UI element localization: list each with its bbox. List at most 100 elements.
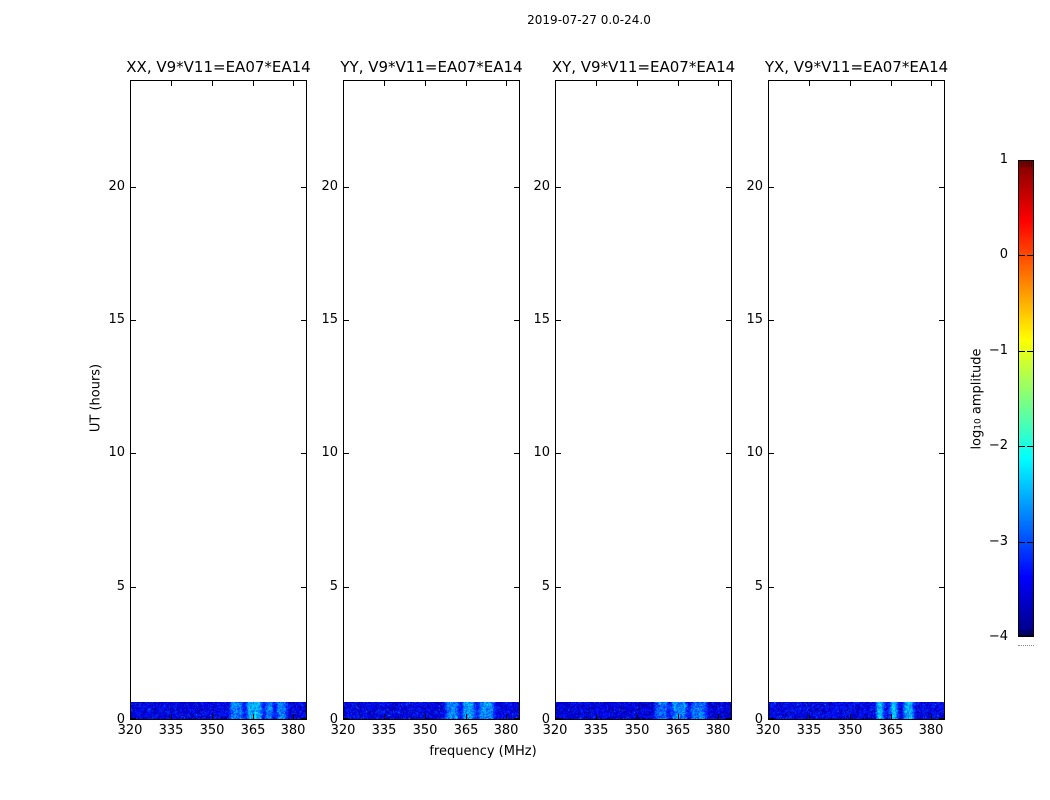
y-tick-left-yy bbox=[344, 187, 349, 188]
y-tick-label-xy: 5 bbox=[541, 579, 550, 594]
y-tick-right-xx bbox=[301, 718, 306, 719]
y-tick-label-yy: 20 bbox=[321, 179, 338, 194]
y-tick-label-xy: 15 bbox=[533, 312, 550, 327]
x-tick-label-yx: 365 bbox=[878, 723, 904, 738]
x-tick-bottom-xx bbox=[253, 714, 254, 719]
x-tick-bottom-xy bbox=[718, 714, 719, 719]
y-tick-left-xx bbox=[131, 320, 136, 321]
y-tick-left-xy bbox=[556, 587, 561, 588]
colorbar-tick-left bbox=[1019, 255, 1025, 256]
colorbar-tick-label: −2 bbox=[988, 438, 1008, 453]
x-tick-label-xx: 380 bbox=[280, 723, 306, 738]
x-tick-bottom-xx bbox=[293, 714, 294, 719]
y-tick-right-yy bbox=[514, 453, 519, 454]
x-tick-top-xx bbox=[130, 81, 131, 86]
y-tick-left-xy bbox=[556, 320, 561, 321]
y-tick-label-yx: 15 bbox=[746, 312, 763, 327]
x-tick-top-xx bbox=[171, 81, 172, 86]
x-tick-top-xx bbox=[293, 81, 294, 86]
colorbar-label: log10 amplitude bbox=[970, 348, 985, 449]
y-tick-right-xy bbox=[726, 320, 731, 321]
y-tick-right-yx bbox=[939, 320, 944, 321]
y-tick-right-xy bbox=[726, 453, 731, 454]
y-tick-right-yx bbox=[939, 587, 944, 588]
x-axis-label: frequency (MHz) bbox=[429, 744, 537, 759]
x-tick-top-xy bbox=[718, 81, 719, 86]
x-tick-label-yx: 320 bbox=[755, 723, 781, 738]
colorbar-label-prefix: log bbox=[969, 429, 985, 450]
colorbar-tick-right bbox=[1027, 635, 1033, 636]
y-tick-right-xx bbox=[301, 587, 306, 588]
y-tick-label-yy: 0 bbox=[329, 712, 338, 727]
y-tick-left-yx bbox=[769, 587, 774, 588]
x-tick-bottom-xx bbox=[130, 714, 131, 719]
x-tick-label-xx: 320 bbox=[117, 723, 143, 738]
panel-title-yy: YY, V9*V11=EA07*EA14 bbox=[340, 58, 523, 76]
x-tick-top-yx bbox=[931, 81, 932, 86]
x-tick-bottom-yx bbox=[768, 714, 769, 719]
y-tick-left-yy bbox=[344, 453, 349, 454]
x-tick-label-xy: 320 bbox=[542, 723, 568, 738]
x-tick-bottom-xx bbox=[212, 714, 213, 719]
x-tick-bottom-yy bbox=[506, 714, 507, 719]
x-tick-label-xx: 365 bbox=[240, 723, 266, 738]
panel-xx bbox=[130, 80, 307, 720]
y-tick-right-xx bbox=[301, 453, 306, 454]
x-tick-bottom-xy bbox=[637, 714, 638, 719]
y-tick-label-xy: 20 bbox=[533, 179, 550, 194]
x-tick-bottom-xx bbox=[171, 714, 172, 719]
data-band-yy bbox=[344, 702, 519, 719]
data-band-xx bbox=[131, 702, 306, 719]
y-tick-left-xx bbox=[131, 587, 136, 588]
x-tick-label-yy: 335 bbox=[371, 723, 397, 738]
x-tick-bottom-yx bbox=[891, 714, 892, 719]
colorbar-label-suffix: amplitude bbox=[969, 348, 985, 419]
y-tick-label-yx: 0 bbox=[754, 712, 763, 727]
y-tick-left-yy bbox=[344, 587, 349, 588]
y-tick-label-yx: 10 bbox=[746, 445, 763, 460]
y-tick-label-yy: 5 bbox=[329, 579, 338, 594]
x-tick-top-yy bbox=[466, 81, 467, 86]
y-tick-label-yy: 15 bbox=[321, 312, 338, 327]
x-tick-bottom-yy bbox=[425, 714, 426, 719]
colorbar-label-subscript: 10 bbox=[973, 418, 984, 430]
y-tick-left-yy bbox=[344, 320, 349, 321]
colorbar-tick-left bbox=[1019, 351, 1025, 352]
y-tick-right-yx bbox=[939, 718, 944, 719]
figure-title: 2019-07-27 0.0-24.0 bbox=[527, 13, 651, 27]
x-tick-label-xx: 350 bbox=[199, 723, 225, 738]
y-tick-right-yx bbox=[939, 187, 944, 188]
x-tick-label-xy: 350 bbox=[624, 723, 650, 738]
x-tick-label-xy: 335 bbox=[583, 723, 609, 738]
colorbar-tick-right bbox=[1027, 255, 1033, 256]
y-tick-right-xy bbox=[726, 718, 731, 719]
x-tick-label-yx: 335 bbox=[796, 723, 822, 738]
x-tick-top-yx bbox=[809, 81, 810, 86]
colorbar-gradient bbox=[1019, 161, 1033, 636]
y-tick-left-xy bbox=[556, 718, 561, 719]
panel-xy bbox=[555, 80, 732, 720]
y-tick-label-yy: 10 bbox=[321, 445, 338, 460]
colorbar-underline bbox=[1018, 645, 1034, 646]
panel-title-xx: XX, V9*V11=EA07*EA14 bbox=[126, 58, 311, 76]
x-tick-top-xy bbox=[678, 81, 679, 86]
panel-yy bbox=[343, 80, 520, 720]
y-tick-left-xx bbox=[131, 718, 136, 719]
x-tick-label-yy: 380 bbox=[493, 723, 519, 738]
y-tick-label-yx: 5 bbox=[754, 579, 763, 594]
colorbar-tick-label: −4 bbox=[988, 629, 1008, 644]
y-tick-left-yx bbox=[769, 187, 774, 188]
x-tick-top-xx bbox=[212, 81, 213, 86]
colorbar-tick-right bbox=[1027, 160, 1033, 161]
x-tick-top-xx bbox=[253, 81, 254, 86]
x-tick-label-xx: 335 bbox=[158, 723, 184, 738]
colorbar-tick-right bbox=[1027, 446, 1033, 447]
data-band-xy bbox=[556, 702, 731, 719]
colorbar-tick-left bbox=[1019, 446, 1025, 447]
colorbar bbox=[1018, 160, 1034, 637]
x-tick-top-xy bbox=[637, 81, 638, 86]
colorbar-tick-label: 0 bbox=[999, 247, 1008, 262]
y-tick-right-xy bbox=[726, 187, 731, 188]
x-tick-top-yx bbox=[768, 81, 769, 86]
